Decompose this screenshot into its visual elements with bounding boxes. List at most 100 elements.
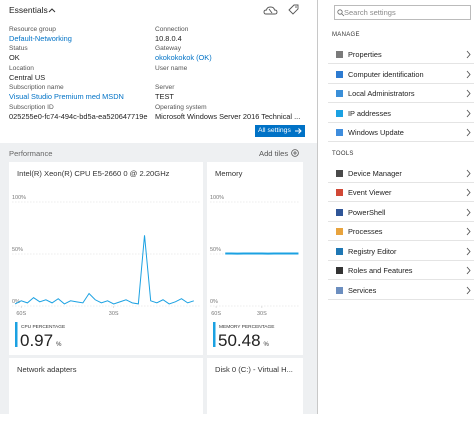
field-value: 025255e0-fc74-494c-bd5a-ea520647719e [9,112,148,121]
chevron [466,109,471,118]
all-settings-button[interactable]: All settings [255,125,305,137]
search-box[interactable]: Search settings [334,5,471,20]
tile[interactable]: Disk 0 (C:) - Virtual H... [207,358,303,428]
field-label: Server [155,84,174,91]
legend-bar [15,322,18,347]
chevron-path [467,71,470,78]
add-tiles[interactable]: Add tiles [259,149,299,158]
y-tick-label: 50% [12,247,23,253]
current-unit: % [264,342,270,348]
item-icon [336,71,343,78]
chevron [466,247,471,256]
add-icon [291,149,299,157]
item-text[interactable]: Event Viewer [348,183,391,202]
chevron [466,128,471,137]
field-label: Connection [155,26,188,33]
menu-item[interactable]: Device Manager [328,164,474,183]
cloud-icon[interactable] [263,5,279,16]
menu-item[interactable]: Roles and Features [328,261,474,280]
menu-item[interactable]: Event Viewer [328,183,474,202]
chevron-path [467,267,470,274]
section-title: MANAGE [332,32,360,38]
x-tick-label: 30S [109,311,119,317]
menu-item[interactable]: Processes [328,222,474,241]
performance-title: Performance [9,149,52,158]
item-text[interactable]: Properties [348,45,382,64]
y-tick-label: 50% [210,247,221,253]
chevron [466,89,471,98]
item-icon [336,248,343,255]
item-text[interactable]: Device Manager [348,164,402,183]
menu-item[interactable]: Local Administrators [328,84,474,103]
x-tick-label: 30S [257,311,267,317]
item-text[interactable]: Processes [348,222,383,241]
chevron [466,266,471,275]
menu-item[interactable]: PowerShell [328,203,474,222]
menu-item[interactable]: Services [328,281,474,300]
item-text[interactable]: Services [348,281,376,300]
field-value: 10.8.0.4 [155,34,182,43]
y-tick-label: 100% [210,195,224,201]
chevron-path [467,110,470,117]
item-text[interactable]: Windows Update [348,123,404,142]
item-text[interactable]: Computer identification [348,65,424,84]
chevron-path [467,209,470,216]
tile-title: Disk 0 (C:) - Virtual H... [215,365,293,374]
chevron [466,286,471,295]
chevron [466,70,471,79]
field-value[interactable]: Visual Studio Premium med MSDN [9,92,124,101]
item-icon [336,51,343,58]
field-label: Status [9,45,28,52]
legend-bar [213,322,216,347]
chevron-path [467,189,470,196]
menu-item[interactable]: IP addresses [328,104,474,123]
field-value: Central US [9,73,45,82]
field-value: Microsoft Windows Server 2016 Technical … [155,112,300,121]
item-icon [336,267,343,274]
tile[interactable]: Network adapters [9,358,203,428]
item-icon [336,170,343,177]
legend-label: CPU PERCENTAGE [21,324,65,330]
legend-label: MEMORY PERCENTAGE [219,324,274,330]
menu-item[interactable]: Computer identification [328,65,474,84]
chevron [466,188,471,197]
field-label: Location [9,65,34,72]
field-label: Subscription ID [9,104,54,111]
chevron-path [467,287,470,294]
chevron [466,208,471,217]
essentials-title[interactable]: Essentials [9,5,48,15]
field-value[interactable]: Default-Networking [9,34,72,43]
item-icon [336,287,343,294]
left-panel: Essentials All settings Performance Add … [0,0,318,414]
tag-icon[interactable] [287,4,299,16]
add-tiles-text[interactable]: Add tiles [259,149,288,158]
item-text[interactable]: Roles and Features [348,261,413,280]
data-line [15,235,194,304]
field-value[interactable]: okokokokok (OK) [155,53,212,62]
field-label: Gateway [155,45,181,52]
menu-item[interactable]: Registry Editor [328,242,474,261]
item-text[interactable]: Local Administrators [348,84,415,103]
menu-item[interactable]: Properties [328,45,474,64]
all-settings-text[interactable]: All settings [258,127,291,134]
field-value: TEST [155,92,174,101]
menu-item[interactable]: Windows Update [328,123,474,142]
y-tick-label: 100% [12,195,26,201]
item-text[interactable]: IP addresses [348,104,391,123]
section-title: TOOLS [332,151,354,157]
item-text[interactable]: Registry Editor [348,242,396,261]
chevron [466,50,471,59]
item-text[interactable]: PowerShell [348,203,385,222]
item-icon [336,110,343,117]
field-label: Subscription name [9,84,64,91]
chevron-path [467,228,470,235]
collapse-icon[interactable] [48,7,56,13]
tile[interactable]: Intel(R) Xeon(R) CPU E5-2660 0 @ 2.20GHz… [9,162,203,355]
field-label: User name [155,65,187,72]
item-icon [336,189,343,196]
chevron [466,169,471,178]
